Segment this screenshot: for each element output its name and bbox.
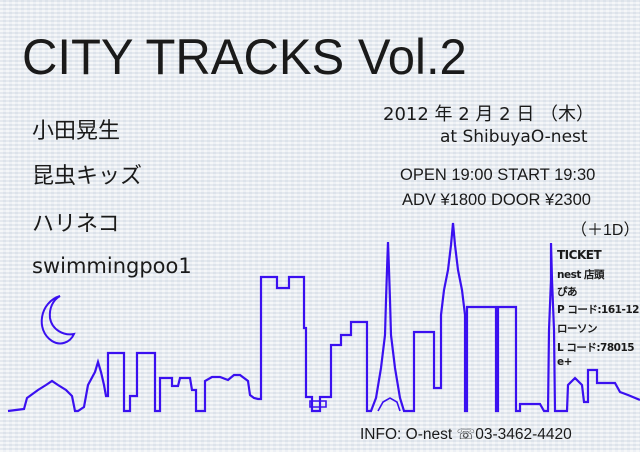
ticket-outlet-2: ぴあ bbox=[557, 286, 578, 298]
ticket-outlet-3: ローソン bbox=[557, 323, 598, 335]
ticket-lcode: L コード:78015 bbox=[557, 342, 635, 354]
event-times: OPEN 19:00 START 19:30 bbox=[400, 166, 596, 184]
phone-icon: ☏ bbox=[456, 426, 476, 443]
event-prices: ADV ¥1800 DOOR ¥2300 bbox=[402, 191, 591, 209]
flyer-title: CITY TRACKS Vol.2 bbox=[22, 29, 467, 85]
artist-3: ハリネコ bbox=[32, 212, 120, 237]
ticket-outlet-4: e+ bbox=[557, 356, 572, 368]
artist-1: 小田晃生 bbox=[32, 119, 121, 144]
event-date: 2012 年 2 月 2 日 （木） bbox=[383, 104, 595, 125]
info-phone: 03-3462-4420 bbox=[475, 426, 572, 443]
info-label: INFO: O-nest bbox=[360, 426, 453, 443]
moon-icon bbox=[40, 295, 76, 345]
skyline-outline bbox=[7, 222, 640, 413]
artist-4: swimmingpoo1 bbox=[32, 254, 192, 278]
ticket-pcode: P コード:161-121 bbox=[557, 304, 640, 316]
info-line: INFO: O-nest ☏03-3462-4420 bbox=[360, 425, 572, 444]
event-venue: at ShibuyaO-nest bbox=[440, 127, 588, 147]
ticket-heading: TICKET bbox=[557, 248, 602, 262]
artist-2: 昆虫キッズ bbox=[32, 164, 143, 189]
event-drink: （＋1D） bbox=[571, 222, 640, 239]
ticket-outlet-1: nest 店頭 bbox=[557, 269, 605, 281]
